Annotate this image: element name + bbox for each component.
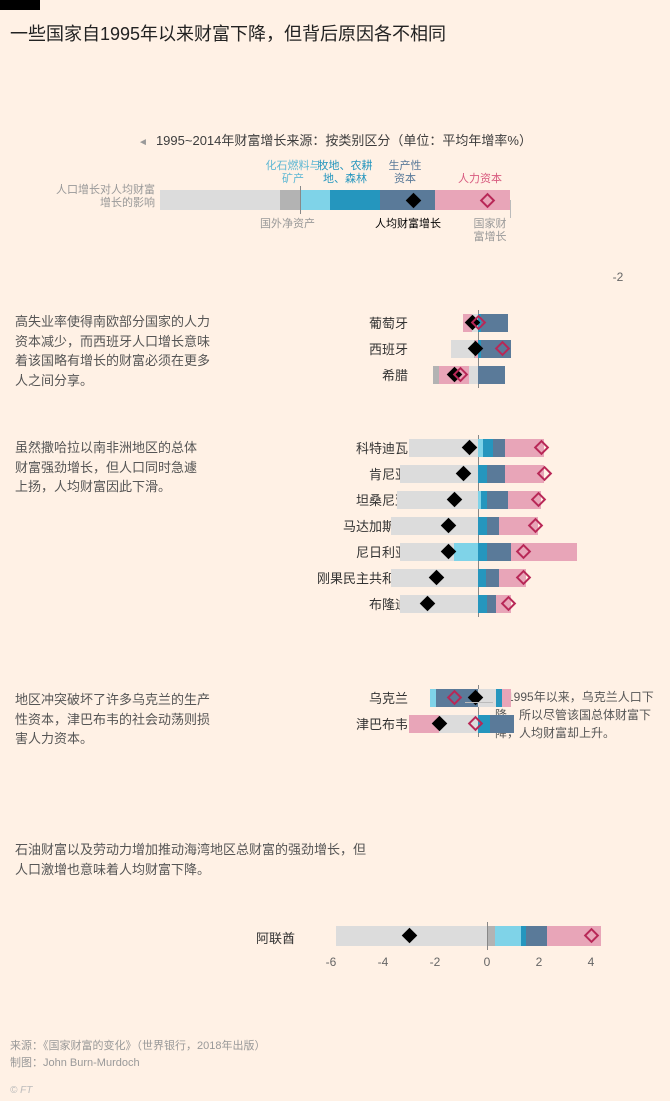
row-乌克兰: 乌克兰	[218, 685, 638, 711]
annotation-g2: 虽然撒哈拉以南非洲地区的总体财富强劲增长，但人口同时急遽上扬，人均财富因此下滑。	[15, 438, 205, 497]
chart-subtitle: 1995~2014年财富增长来源：按类别区分（单位：平均年增率%）	[0, 130, 670, 149]
group-1: 科特迪瓦肯尼亚坦桑尼亚马达加斯加尼日利亚刚果民主共和国布隆迪	[218, 435, 638, 617]
legend-label-pop: 人口增长对人均财富增长的影响	[35, 184, 155, 210]
top-accent-bar	[0, 0, 40, 10]
seg-produced	[487, 465, 505, 483]
seg-pop	[391, 517, 478, 535]
uae-tick--2: -2	[430, 955, 441, 969]
legend-label-national: 国家财富增长	[470, 218, 510, 244]
seg-agri	[478, 517, 487, 535]
legend-label-nfa: 国外净资产	[260, 218, 315, 231]
legend-label-human: 人力资本	[445, 173, 515, 186]
main-chart: -202葡萄牙西班牙希腊科特迪瓦肯尼亚坦桑尼亚马达加斯加尼日利亚刚果民主共和国布…	[218, 290, 638, 770]
row-布隆迪: 布隆迪	[218, 591, 638, 617]
row-坦桑尼亚: 坦桑尼亚	[218, 487, 638, 513]
row-label: 乌克兰	[369, 688, 408, 707]
seg-produced	[493, 439, 505, 457]
seg-produced	[486, 569, 500, 587]
row-葡萄牙: 葡萄牙	[218, 310, 638, 336]
seg-fossil	[430, 689, 436, 707]
row-科特迪瓦: 科特迪瓦	[218, 435, 638, 461]
seg-pop	[469, 366, 478, 384]
legend-seg-agri	[330, 190, 380, 210]
annotation-g1: 高失业率使得南欧部分国家的人力资本减少，而西班牙人口增长意味着该国略有增长的财富…	[15, 312, 220, 390]
seg-agri	[483, 439, 494, 457]
seg-agri	[478, 569, 486, 587]
group-0: 葡萄牙西班牙希腊	[218, 310, 638, 388]
leader-ukraine	[465, 702, 493, 703]
seg-fossil	[495, 926, 521, 946]
annotation-g4: 石油财富以及劳动力增加推动海湾地区总财富的强劲增长，但人口激增也意味着人均财富下…	[15, 840, 375, 879]
row-西班牙: 西班牙	[218, 336, 638, 362]
seg-pop	[397, 491, 478, 509]
row-马达加斯加: 马达加斯加	[218, 513, 638, 539]
seg-produced	[487, 517, 499, 535]
group-2: 乌克兰津巴布韦	[218, 685, 638, 737]
row-刚果民主共和国: 刚果民主共和国	[218, 565, 638, 591]
seg-nfa	[487, 926, 495, 946]
seg-produced	[490, 715, 514, 733]
credit-line: 制图：John Burn-Murdoch	[10, 1055, 265, 1072]
legend-label-percap: 人均财富增长	[375, 218, 441, 231]
uae-chart: 阿联酋-6-4-2024	[60, 925, 620, 953]
uae-tick--4: -4	[378, 955, 389, 969]
uae-tick-4: 4	[588, 955, 595, 969]
seg-produced	[487, 543, 511, 561]
seg-produced	[526, 926, 547, 946]
row-label: 科特迪瓦	[356, 438, 408, 457]
seg-agri	[478, 595, 487, 613]
tick--2: -2	[613, 270, 624, 284]
row-label: 西班牙	[369, 339, 408, 358]
source-line: 来源：《国家财富的变化》（世界银行，2018年出版）	[10, 1038, 265, 1055]
uae-tick-0: 0	[484, 955, 491, 969]
row-label: 葡萄牙	[369, 313, 408, 332]
seg-human	[502, 689, 511, 707]
row-label: 津巴布韦	[356, 714, 408, 733]
copyright: © FT	[10, 1085, 32, 1096]
seg-produced	[487, 595, 496, 613]
seg-produced	[478, 366, 505, 384]
seg-pop	[400, 595, 478, 613]
legend-seg-nfa	[280, 190, 300, 210]
legend-label-produced: 生产性资本	[370, 160, 440, 186]
chart-title: 一些国家自1995年以来财富下降，但背后原因各不相同	[10, 20, 660, 46]
legend-seg-pop	[160, 190, 280, 210]
uae-row: 阿联酋	[60, 925, 620, 953]
legend: 化石燃料与矿产牧地、农耕地、森林生产性资本人力资本人口增长对人均财富增长的影响国…	[0, 160, 670, 260]
footer: 来源：《国家财富的变化》（世界银行，2018年出版） 制图：John Burn-…	[10, 1038, 265, 1071]
seg-agri	[478, 543, 487, 561]
seg-fossil	[454, 543, 478, 561]
uae-label: 阿联酋	[256, 928, 295, 947]
row-尼日利亚: 尼日利亚	[218, 539, 638, 565]
uae-tick-2: 2	[536, 955, 543, 969]
row-津巴布韦: 津巴布韦	[218, 711, 638, 737]
legend-seg-human	[435, 190, 510, 210]
row-希腊: 希腊	[218, 362, 638, 388]
legend-seg-fossil	[300, 190, 330, 210]
row-肯尼亚: 肯尼亚	[218, 461, 638, 487]
row-label: 希腊	[382, 365, 408, 384]
seg-agri	[478, 465, 487, 483]
uae-tick--6: -6	[326, 955, 337, 969]
seg-nfa	[433, 366, 439, 384]
annotation-g3: 地区冲突破坏了许多乌克兰的生产性资本，津巴布韦的社会动荡则损害人力资本。	[15, 690, 215, 749]
seg-produced	[487, 491, 508, 509]
